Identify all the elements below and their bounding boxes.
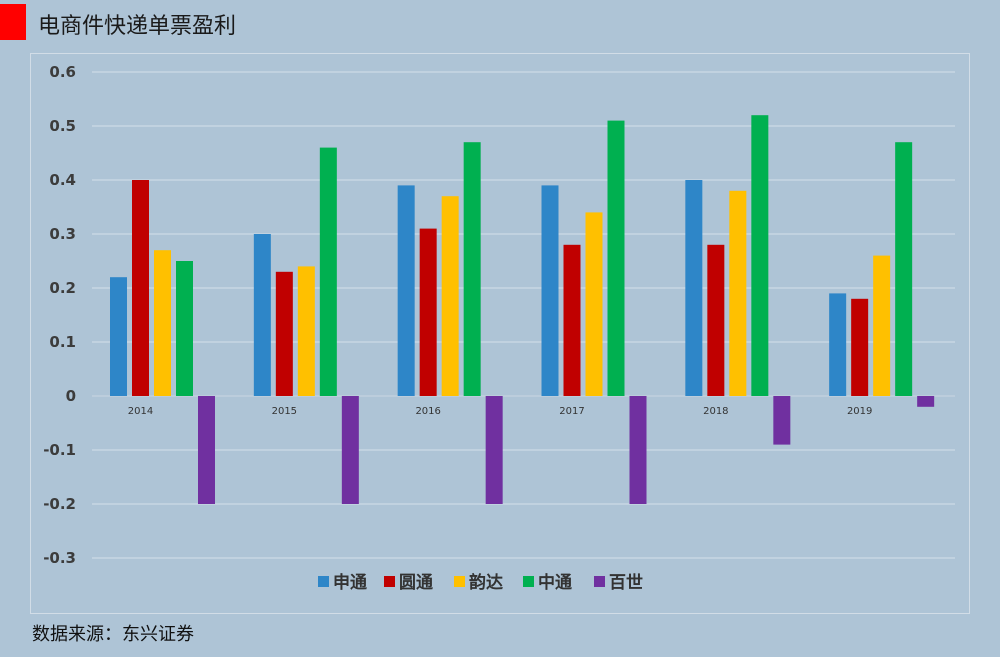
bar-2019-0 [829, 293, 847, 396]
bar-2018-1 [707, 244, 725, 396]
y-tick-label: 0.2 [49, 279, 76, 297]
legend: 申通 圆通 韵达 中通 百世 [318, 572, 643, 593]
bar-2017-0 [541, 185, 559, 396]
bar-2018-4 [773, 396, 791, 445]
legend-label: 中通 [538, 572, 572, 593]
chart-frame [30, 53, 970, 614]
y-tick-label: 0.5 [49, 117, 76, 135]
bar-2019-4 [917, 396, 935, 407]
x-tick-label: 2019 [847, 406, 872, 417]
y-tick-label: -0.3 [43, 549, 76, 567]
bar-2015-1 [275, 271, 293, 396]
legend-swatch [384, 576, 395, 587]
y-tick-label: 0.1 [49, 333, 76, 351]
legend-swatch [523, 576, 534, 587]
x-tick-label: 2018 [703, 406, 728, 417]
x-tick-label: 2015 [272, 406, 297, 417]
page-title: 电商件快递单票盈利 [38, 14, 237, 39]
bar-2016-3 [463, 142, 481, 396]
bar-2016-2 [441, 196, 459, 396]
x-tick-label: 2016 [415, 406, 440, 417]
bar-2014-0 [110, 277, 127, 396]
legend-label: 百世 [609, 573, 643, 593]
legend-swatch [594, 576, 605, 587]
bars [110, 115, 935, 504]
bar-2017-4 [629, 396, 647, 504]
x-axis-ticks: 2014 2015 2016 2017 2018 2019 [128, 406, 873, 417]
bar-2015-0 [253, 234, 271, 396]
bar-2014-4 [198, 396, 215, 504]
grid-lines [92, 71, 955, 559]
y-tick-label: -0.2 [43, 495, 76, 513]
legend-swatch [454, 576, 465, 587]
y-tick-label: 0.4 [49, 171, 76, 189]
bar-2014-3 [176, 261, 193, 396]
x-tick-label: 2014 [128, 406, 153, 417]
bar-2017-1 [563, 244, 581, 396]
y-tick-label: -0.1 [43, 441, 76, 459]
y-tick-label: 0 [66, 387, 76, 405]
bar-2016-4 [485, 396, 503, 504]
y-tick-label: 0.3 [49, 225, 76, 243]
y-tick-label: 0.6 [49, 63, 76, 81]
legend-label: 申通 [333, 572, 367, 593]
bar-2017-2 [585, 212, 603, 396]
source-note: 数据来源：东兴证券 [32, 624, 194, 645]
bar-2019-3 [895, 142, 913, 396]
x-tick-label: 2017 [559, 406, 584, 417]
bar-2017-3 [607, 120, 625, 396]
bar-2019-2 [873, 255, 891, 396]
bar-2015-4 [341, 396, 359, 504]
bar-2015-3 [319, 147, 337, 396]
legend-label: 圆通 [399, 573, 433, 593]
bar-2018-3 [751, 115, 769, 396]
bar-2015-2 [297, 266, 315, 396]
bar-2018-2 [729, 190, 747, 396]
legend-swatch [318, 576, 329, 587]
bar-2014-2 [154, 250, 171, 396]
bar-2016-0 [397, 185, 415, 396]
bar-2019-1 [851, 298, 869, 396]
bar-2016-1 [419, 228, 437, 396]
legend-label: 韵达 [469, 572, 503, 593]
title-accent-bar [0, 4, 26, 40]
bar-2018-0 [685, 180, 703, 396]
bar-2014-1 [132, 180, 149, 396]
y-axis-ticks: 0.6 0.5 0.4 0.3 0.2 0.1 0 -0.1 -0.2 -0.3 [43, 63, 76, 567]
